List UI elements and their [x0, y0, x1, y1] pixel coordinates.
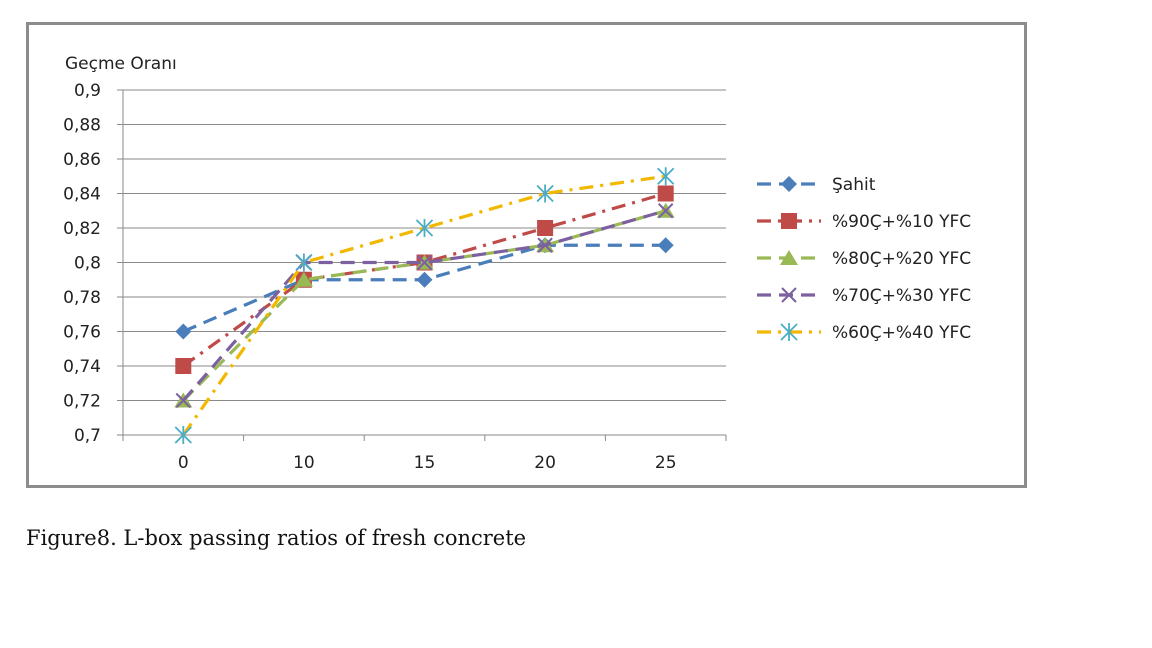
legend-marker — [781, 287, 797, 303]
series-4-line — [182, 209, 667, 402]
series-5-line — [181, 174, 666, 436]
series-1-point — [175, 323, 192, 340]
legend-label: %70Ç+%30 YFC — [832, 286, 971, 306]
series-2-point — [657, 185, 674, 202]
legend-marker — [781, 176, 797, 192]
series-1-point — [416, 271, 433, 288]
series-4-point — [416, 254, 433, 271]
legend-label: %60Ç+%40 YFC — [832, 323, 971, 343]
y-tick-label: 0,72 — [63, 392, 101, 412]
y-tick-label: 0,8 — [74, 254, 101, 274]
series-3-point — [294, 271, 313, 287]
chart-frame: Geçme Oranı 0,7 0,72 0,74 0,76 0,78 0,8 0,82 0,… — [26, 22, 1027, 488]
legend-entry-1: Şahit — [757, 175, 876, 195]
legend-label: %90Ç+%10 YFC — [832, 212, 971, 232]
legend-marker — [781, 213, 797, 229]
series-5-point — [657, 167, 675, 186]
legend-marker — [780, 250, 798, 265]
series-4-point — [537, 237, 553, 253]
series-3-line — [182, 209, 667, 402]
x-tick-label: 0 — [178, 453, 189, 473]
series-2-point — [175, 358, 192, 374]
y-axis-title: Geçme Oranı — [65, 54, 177, 74]
legend-entry-4: %70Ç+%30 YFC — [757, 286, 971, 306]
legend-entry-5: %60Ç+%40 YFC — [757, 323, 971, 343]
series-1-point — [657, 237, 674, 254]
series-4-point — [657, 203, 674, 219]
y-tick-label: 0,74 — [63, 357, 101, 377]
figure-caption: Figure8. L-box passing ratios of fresh c… — [26, 526, 527, 550]
x-tick-label: 20 — [534, 453, 556, 473]
y-tick-label: 0,86 — [63, 150, 101, 170]
x-tick-label: 25 — [655, 453, 677, 473]
y-tick-label: 0,84 — [63, 185, 101, 205]
line-chart: Geçme Oranı 0,7 0,72 0,74 0,76 0,78 0,8 0,82 0,… — [63, 54, 971, 473]
series-2-point — [537, 220, 554, 236]
series-4-point — [175, 392, 192, 409]
series-5-point — [295, 253, 313, 272]
y-tick-label: 0,76 — [63, 323, 101, 343]
y-tick-label: 0,82 — [63, 219, 101, 239]
x-tick-label: 15 — [414, 453, 436, 473]
y-tick-label: 0,78 — [63, 288, 101, 308]
series-5-point — [174, 426, 192, 444]
series-5-point — [415, 219, 434, 237]
series-5-point — [536, 184, 554, 203]
y-tick-label: 0,9 — [74, 81, 101, 101]
legend-label: %80Ç+%20 YFC — [832, 249, 971, 269]
y-tick-label: 0,88 — [63, 116, 101, 136]
legend-entry-3: %80Ç+%20 YFC — [757, 249, 971, 269]
legend-entry-2: %90Ç+%10 YFC — [757, 212, 971, 232]
x-tick-label: 10 — [293, 453, 315, 473]
legend-marker — [780, 323, 798, 341]
series-5 — [174, 167, 675, 444]
legend-label: Şahit — [832, 175, 876, 195]
y-tick-label: 0,7 — [74, 426, 101, 446]
